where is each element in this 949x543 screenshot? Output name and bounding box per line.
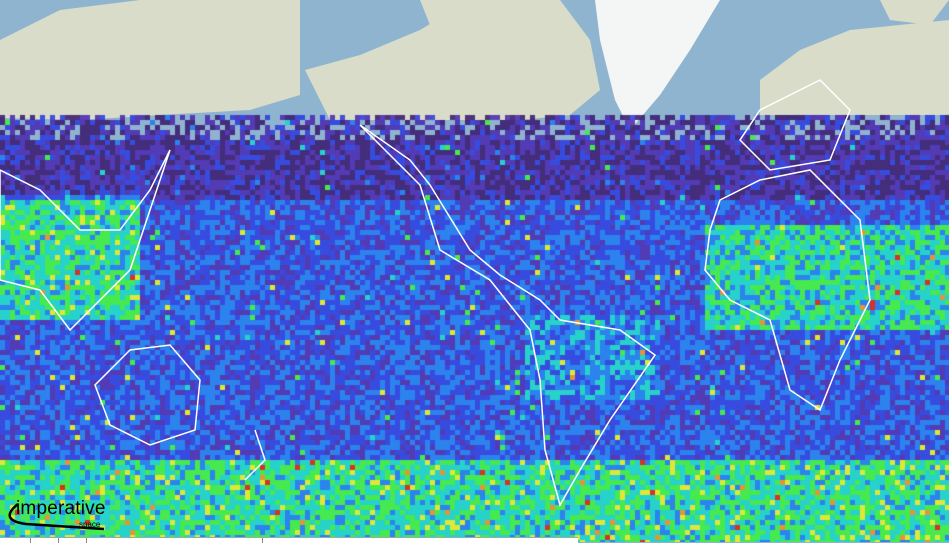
- logo-subtext: space: [79, 520, 101, 529]
- logo-text: imperative: [16, 498, 106, 519]
- coast-australia: [94, 344, 201, 446]
- logo-swoosh-icon: [8, 503, 105, 531]
- imperative-space-logo: imperative space: [6, 498, 116, 532]
- map-scale-bar: [0, 537, 578, 543]
- coast-americas: [359, 124, 657, 507]
- coast-new-zealand: [244, 429, 266, 481]
- coast-asia: [0, 149, 171, 332]
- coast-africa-europe: [704, 79, 871, 412]
